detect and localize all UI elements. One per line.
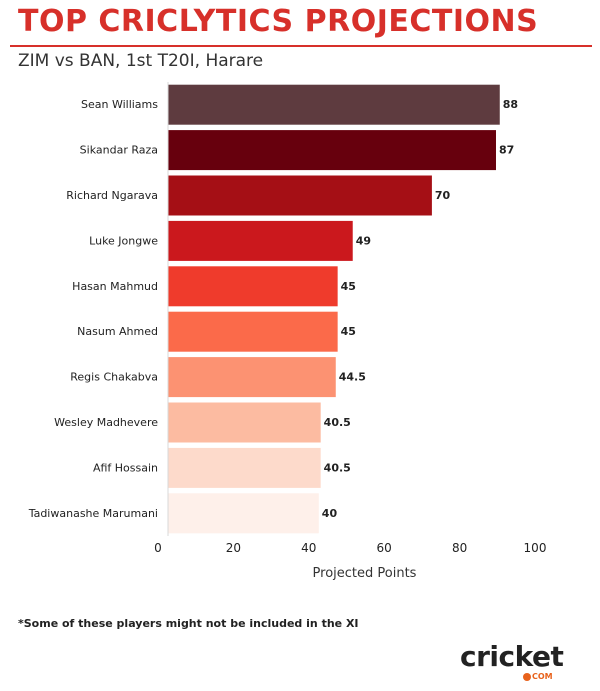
data-label: 49: [356, 234, 371, 247]
bar: [168, 447, 321, 488]
data-label: 45: [341, 325, 356, 338]
bar: [168, 175, 432, 216]
data-label: 88: [503, 98, 518, 111]
brand-logo: cricket COM: [460, 640, 575, 685]
bar: [168, 311, 338, 352]
x-axis-title: Projected Points: [313, 566, 417, 581]
data-label: 40.5: [324, 461, 351, 474]
bar: [168, 130, 496, 171]
category-label: Sean Williams: [81, 98, 158, 111]
category-label: Regis Chakabva: [70, 371, 158, 384]
logo-wordmark: cricket: [460, 640, 564, 673]
chart-subtitle: ZIM vs BAN, 1st T20I, Harare: [18, 51, 264, 71]
category-label: Luke Jongwe: [89, 234, 158, 247]
bar-chart: Sean Williams 88 Sikandar Raza 87 Richard Ng…: [28, 82, 547, 581]
data-label: 40.5: [324, 416, 351, 429]
x-tick-label: 80: [452, 541, 467, 555]
x-tick-label: 40: [301, 541, 316, 555]
category-label: Hasan Mahmud: [72, 280, 158, 293]
title-divider: [10, 45, 592, 47]
x-tick-label: 60: [377, 541, 392, 555]
data-label: 45: [341, 280, 356, 293]
bar: [168, 220, 353, 261]
logo-dot-icon: [523, 673, 531, 681]
data-label: 44.5: [339, 371, 366, 384]
x-tick-label: 0: [154, 541, 162, 555]
data-label: 40: [322, 507, 338, 520]
bar: [168, 357, 336, 398]
footnote: *Some of these players might not be incl…: [18, 617, 359, 630]
category-label: Sikandar Raza: [80, 144, 158, 157]
data-label: 70: [435, 189, 451, 202]
data-label: 87: [499, 144, 514, 157]
category-label: Tadiwanashe Marumani: [28, 507, 158, 520]
category-label: Afif Hossain: [93, 461, 158, 474]
category-label: Wesley Madhevere: [54, 416, 158, 429]
x-tick-label: 20: [226, 541, 241, 555]
logo-suffix: COM: [532, 672, 553, 681]
bar: [168, 266, 338, 307]
bar: [168, 84, 500, 125]
x-tick-label: 100: [524, 541, 547, 555]
chart-title: TOP CRICLYTICS PROJECTIONS: [18, 4, 539, 39]
bar: [168, 402, 321, 443]
category-label: Richard Ngarava: [66, 189, 158, 202]
bar: [168, 493, 319, 534]
category-label: Nasum Ahmed: [77, 325, 158, 338]
